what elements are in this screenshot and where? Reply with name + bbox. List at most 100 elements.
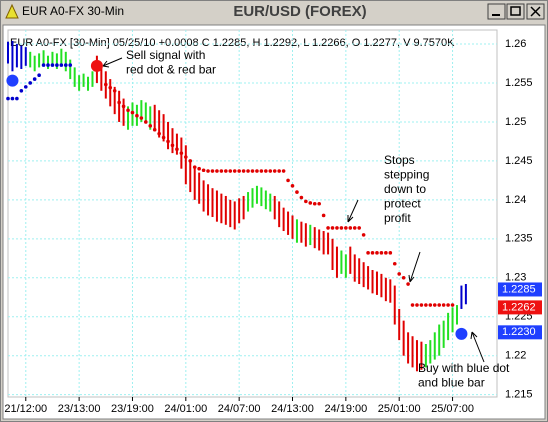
stop-dot: [397, 272, 402, 276]
stop-dot: [175, 147, 179, 152]
stop-dot: [392, 261, 397, 266]
stop-dot: [450, 303, 455, 307]
price-tag: [498, 300, 542, 315]
stop-dot: [317, 201, 321, 206]
stop-dot: [401, 275, 406, 280]
annotation: red dot & red bar: [126, 63, 216, 77]
stop-dot: [272, 169, 277, 173]
plot-area: 1.2151.221.2251.231.2351.241.2451.251.25…: [4, 29, 542, 415]
stop-dot: [135, 113, 139, 118]
price-tag: [498, 325, 542, 340]
stop-dot: [104, 82, 108, 87]
x-tick-label: 24/19:00: [324, 403, 367, 415]
stop-dot: [126, 108, 130, 113]
stop-dot: [206, 169, 210, 173]
x-tick-label: 25/01:00: [378, 403, 421, 415]
stop-dot: [410, 303, 415, 307]
plot-background: [2, 24, 546, 420]
stop-dot: [384, 251, 388, 255]
stop-dot: [406, 282, 410, 286]
arrow: [102, 57, 123, 68]
x-tick-label: 24/01:00: [164, 403, 207, 415]
stop-dot: [228, 169, 233, 173]
maximize-icon: [510, 6, 521, 16]
stop-dot: [19, 88, 24, 93]
stop-dot: [441, 303, 446, 307]
stop-dot: [428, 303, 433, 307]
stop-dot: [55, 63, 59, 67]
minimize-button[interactable]: [487, 3, 506, 20]
stop-dot: [361, 233, 366, 237]
stop-dot: [68, 63, 73, 67]
stop-dot: [388, 251, 393, 255]
y-tick-label: 1.22: [505, 350, 526, 362]
x-tick-label: 23/19:00: [111, 403, 154, 415]
stop-dot: [295, 190, 299, 194]
arrow: [408, 251, 421, 283]
chart-title: EUR/USD (FOREX): [233, 3, 366, 20]
stop-dot: [357, 226, 361, 230]
price-tag-label: 1.2285: [502, 283, 536, 295]
stop-dot: [308, 201, 313, 205]
stop-dot: [50, 63, 55, 67]
x-tick-label: 21/12:00: [4, 403, 47, 415]
stop-dot: [344, 226, 348, 230]
stop-dot: [246, 169, 250, 173]
stop-dot: [281, 169, 286, 173]
stop-dot: [192, 165, 197, 169]
stop-dot: [184, 155, 188, 159]
annotation: Buy with blue dot: [418, 361, 510, 375]
stop-dot: [264, 169, 268, 173]
stop-dot: [15, 96, 19, 101]
stop-dot: [215, 169, 219, 173]
stop-dot: [108, 85, 113, 90]
stop-dot: [10, 96, 15, 101]
stop-dot: [32, 77, 37, 81]
stop-dot: [46, 63, 50, 67]
stop-dot: [232, 169, 237, 173]
annotation: protect: [384, 197, 421, 211]
stop-dot: [259, 169, 264, 173]
stop-dot: [312, 201, 317, 206]
stop-dot: [415, 303, 419, 307]
stop-dot: [370, 251, 375, 255]
close-icon: [530, 6, 541, 17]
stop-dot: [379, 251, 384, 255]
stop-dot: [157, 131, 161, 136]
stop-dot: [326, 226, 330, 230]
x-tick-label: 25/07:00: [431, 403, 474, 415]
stop-dot: [161, 135, 166, 140]
stop-dot: [121, 104, 126, 109]
signal-dot: [90, 59, 103, 72]
stop-dot: [219, 169, 224, 173]
stop-dot: [166, 139, 170, 144]
app-icon: [5, 3, 19, 19]
stop-dot: [255, 169, 259, 173]
stop-dot: [152, 127, 157, 132]
stop-dot: [188, 159, 193, 163]
x-tick-label: 24/07:00: [218, 403, 261, 415]
annotation: down to: [384, 182, 426, 196]
stop-dot: [112, 88, 117, 93]
stop-dot: [437, 303, 442, 307]
stop-dot: [139, 116, 144, 120]
annotation: stepping: [384, 168, 429, 182]
y-tick-label: 1.235: [505, 233, 533, 245]
stop-dot: [290, 184, 295, 188]
stop-dot: [148, 124, 153, 128]
x-tick-label: 23/13:00: [58, 403, 101, 415]
y-tick-label: 1.25: [505, 116, 526, 128]
stop-dot: [130, 110, 135, 115]
stop-dot: [366, 251, 370, 255]
stop-dot: [6, 96, 10, 101]
x-tick-label: 24/13:00: [271, 403, 314, 415]
stop-dot: [321, 213, 326, 218]
stop-dot: [348, 226, 353, 230]
stop-dot: [299, 195, 304, 200]
stop-dot: [179, 151, 184, 155]
stop-dot: [28, 81, 33, 85]
annotation: and blue bar: [418, 376, 485, 390]
title-bar: [2, 2, 546, 23]
y-tick-label: 1.23: [505, 272, 526, 284]
